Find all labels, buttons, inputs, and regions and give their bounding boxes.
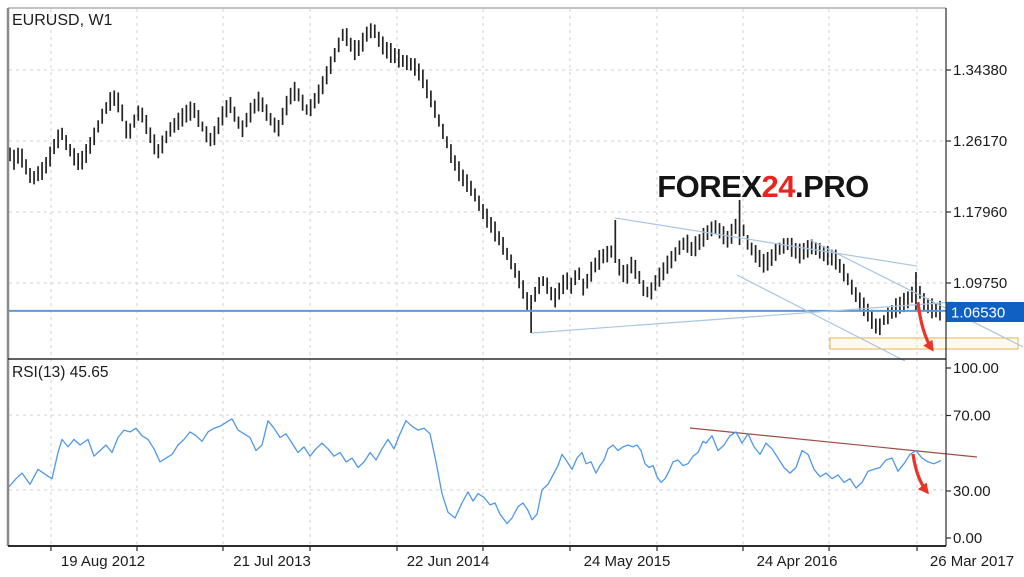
- price-tick-label: 1.34380: [953, 62, 1007, 79]
- rsi-indicator-label: RSI(13) 45.65: [12, 364, 109, 381]
- watermark-logo: FOREX24.PRO: [657, 169, 869, 204]
- down-arrow: [916, 301, 934, 352]
- price-trendline: [736, 274, 906, 362]
- rsi-line: [7, 418, 942, 525]
- gridlines-layer: [9, 9, 945, 545]
- date-label: 26 Mar 2017: [930, 553, 1014, 570]
- rsi-tick-label: 70.00: [953, 408, 991, 425]
- axis-labels-layer: 1.34380 1.26170 1.17960 1.09750 100.00 70.00 3…: [61, 62, 1014, 570]
- price-trendline: [809, 239, 1024, 348]
- watermark-forex: FOREX: [657, 169, 762, 204]
- date-label: 24 May 2015: [584, 553, 671, 570]
- current-price-tag: 1.06530: [946, 302, 1024, 322]
- time-scale-area[interactable]: [8, 546, 946, 577]
- watermark-24: 24: [762, 169, 797, 204]
- symbol-period-label: EURUSD, W1: [12, 12, 113, 29]
- price-tick-label: 1.26170: [953, 133, 1007, 150]
- rsi-plot-area[interactable]: [8, 359, 946, 546]
- price-tick-label: 1.17960: [953, 204, 1007, 221]
- current-price-tag-box: [946, 302, 1024, 322]
- watermark-pro: .PRO: [795, 169, 869, 204]
- date-label: 21 Jul 2013: [233, 553, 311, 570]
- price-plot-area[interactable]: [8, 8, 946, 359]
- price-tick-label: 1.09750: [953, 275, 1007, 292]
- rsi-layer: [7, 418, 978, 525]
- rsi-trendline: [689, 427, 978, 458]
- current-price-tag-text: 1.06530: [951, 305, 1005, 322]
- trendlines-layer: [8, 217, 1024, 362]
- date-label: 24 Apr 2016: [757, 553, 838, 570]
- rsi-tick-label: 30.00: [953, 483, 991, 500]
- down-arrow: [911, 453, 929, 495]
- frame-layer: [6, 7, 951, 551]
- price-scale-area[interactable]: [946, 8, 1024, 546]
- price-trendline: [614, 217, 918, 267]
- price-bars-layer: [9, 23, 941, 336]
- price-trendline: [531, 301, 954, 334]
- rsi-tick-label: 100.00: [953, 360, 999, 377]
- rsi-tick-label: 0.00: [953, 530, 982, 547]
- arrows-layer: [911, 301, 934, 495]
- date-label: 22 Jun 2014: [407, 553, 490, 570]
- date-label: 19 Aug 2012: [61, 553, 145, 570]
